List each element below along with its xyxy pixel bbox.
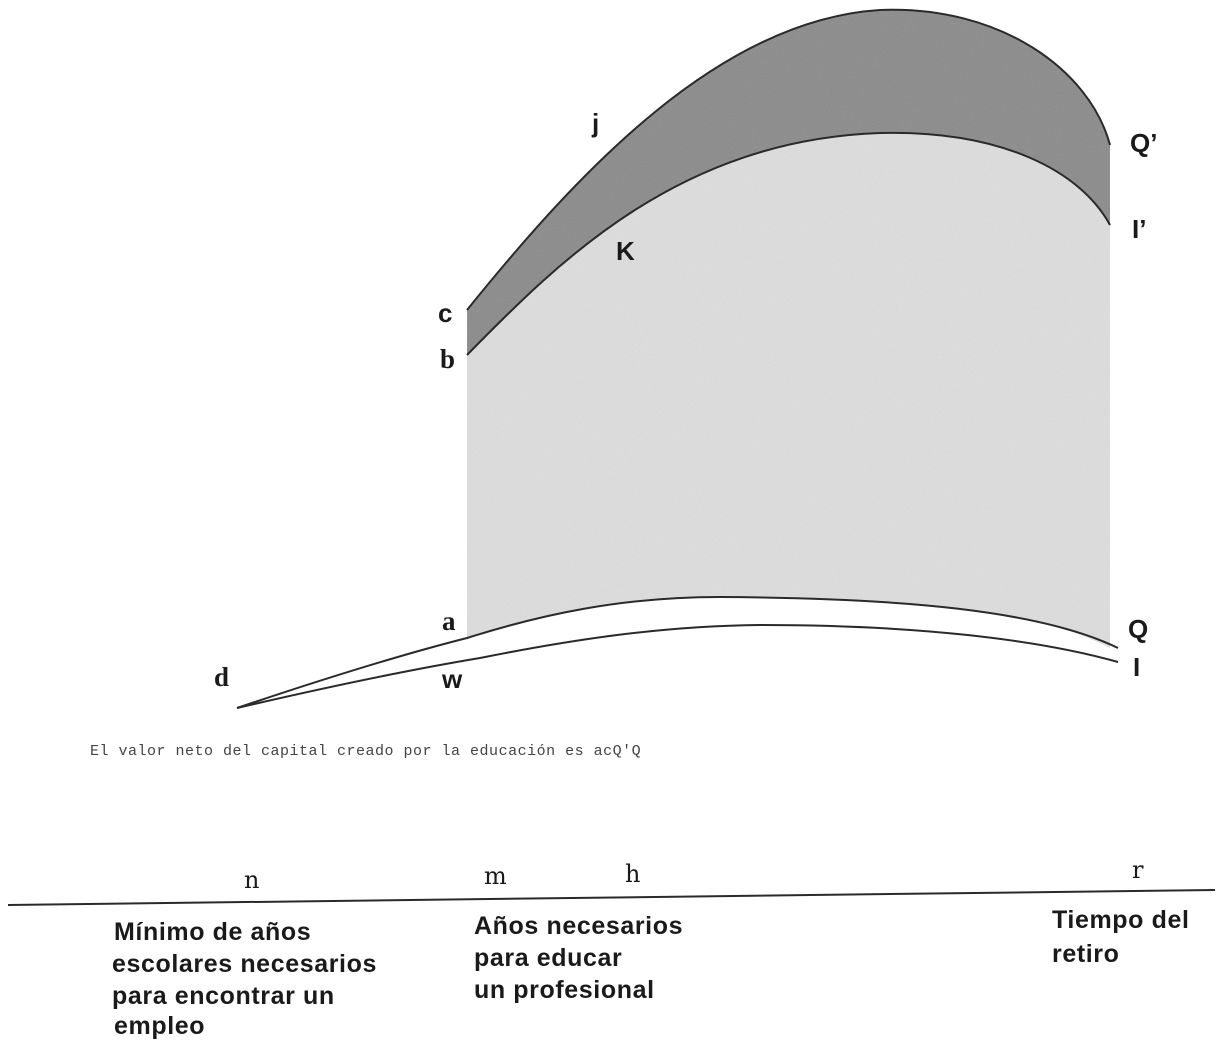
note-r-line: Tiempo del [1052, 906, 1190, 934]
net-capital-area-texture [467, 132, 1110, 649]
label-j: j [591, 108, 599, 138]
note-n-line: escolares necesarios [112, 950, 377, 978]
curve-d-w-i [236, 623, 1119, 709]
note-n: Mínimo de años escolares necesarios para… [112, 918, 377, 1040]
label-c: c [438, 298, 452, 328]
upper-band-texture [467, 9, 1110, 356]
tick-h: h [625, 860, 640, 888]
note-r-line: retiro [1052, 940, 1120, 968]
note-n-line: Mínimo de años [114, 918, 311, 946]
tick-n: n [244, 866, 259, 894]
note-m-line: Años necesarios [474, 912, 683, 940]
label-i: I [1133, 652, 1140, 682]
label-q-prime: Q’ [1130, 128, 1157, 158]
note-n-line: empleo [114, 1012, 205, 1040]
figure-caption: El valor neto del capital creado por la … [90, 743, 641, 760]
note-n-line: para encontrar un [112, 982, 335, 1010]
label-k: K [616, 236, 635, 266]
label-q: Q [1128, 614, 1148, 644]
tick-m: m [484, 862, 507, 890]
curve-d-a-q [236, 595, 1119, 709]
tick-r: r [1132, 856, 1144, 884]
label-d: d [214, 662, 229, 692]
note-r: Tiempo del retiro [1052, 906, 1190, 968]
note-m: Años necesarios para educar un profesion… [474, 912, 683, 1004]
time-axis [7, 889, 1216, 906]
note-m-line: para educar [474, 944, 622, 972]
label-w: w [441, 664, 463, 694]
curve-c-j-q-prime [466, 8, 1111, 311]
label-a: a [442, 606, 456, 636]
label-b: b [440, 344, 455, 374]
label-i-prime: I’ [1132, 214, 1146, 244]
curve-b-k-i-prime [466, 131, 1111, 356]
note-m-line: un profesional [474, 976, 655, 1004]
